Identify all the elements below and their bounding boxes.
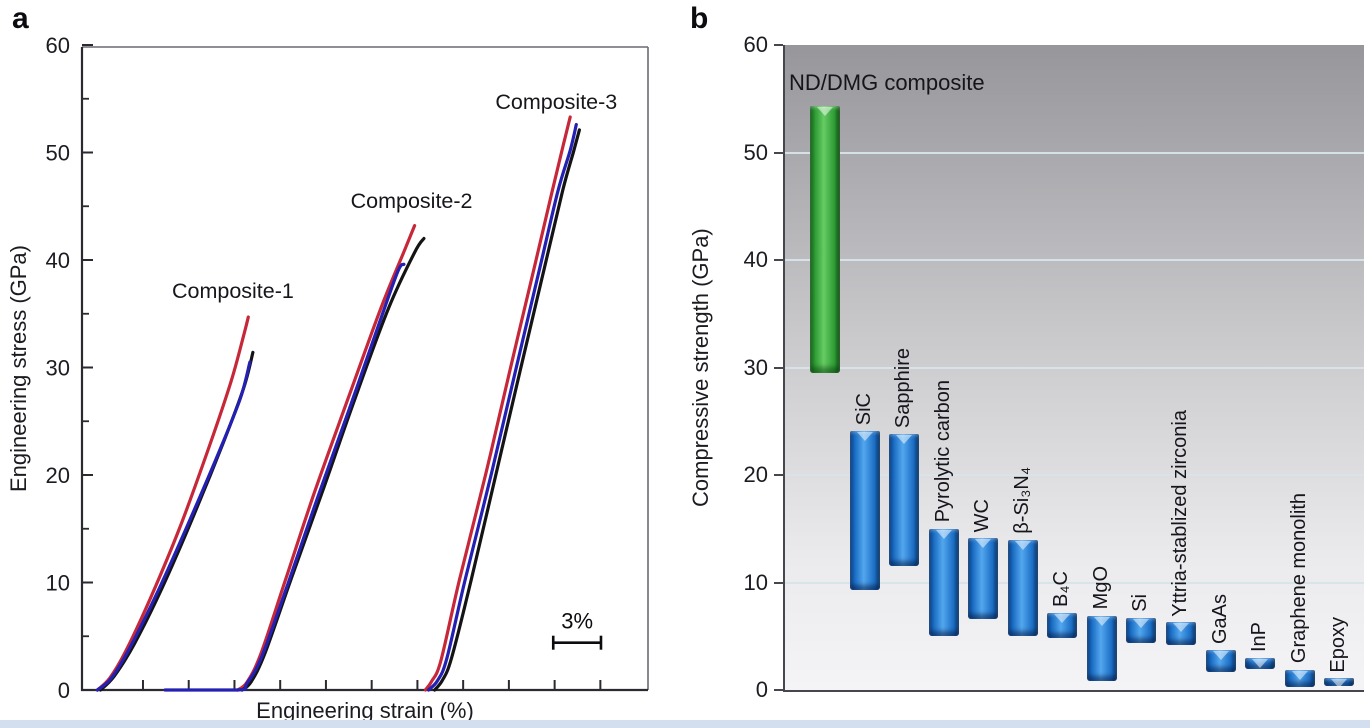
- panel-a-x-axis-label: Engineering strain (%): [256, 698, 474, 723]
- bar-label-gaas: GaAs: [1208, 594, 1231, 645]
- bar-graphene-monolith: [1284, 669, 1315, 687]
- bar-yttria-stablized-zirconia: [1165, 622, 1196, 645]
- gridline-20: [785, 474, 1364, 476]
- bar-label-sic: SiC: [852, 392, 875, 425]
- panel-a-y-tick-label: 50: [46, 141, 70, 166]
- bar-label-pyrolytic-carbon: Pyrolytic carbon: [931, 380, 954, 523]
- panel-b-y-tick-label: 50: [743, 139, 768, 165]
- panel-b-y-tick-label: 20: [743, 462, 768, 487]
- gridline-40: [785, 259, 1364, 261]
- curve-composite-2-black: [240, 236, 426, 692]
- bar-top-cap: [935, 529, 952, 539]
- bar-label-graphene-monolith: Graphene monolith: [1287, 493, 1310, 664]
- panel-a-y-tick-label: 20: [46, 463, 70, 488]
- bar-nd-dmg-composite: [810, 106, 840, 373]
- curve-composite-1-blue: [95, 360, 252, 692]
- bar-gaas: [1205, 650, 1236, 672]
- bar-top-cap: [1252, 658, 1269, 668]
- bottom-edge-strip: [0, 720, 1370, 728]
- bar-top-cap: [1291, 670, 1308, 680]
- bar-top-cap: [817, 107, 833, 117]
- panel-a-y-tick-label: 0: [58, 678, 70, 703]
- panel-b-y-tick: [774, 689, 783, 691]
- panel-a-y-tick-label: 10: [46, 571, 70, 596]
- bar-label-wc: WC: [971, 499, 994, 533]
- panel-b-letter: b: [690, 2, 709, 35]
- bar-inp: [1245, 657, 1276, 669]
- bar-label-si: Si: [1129, 594, 1152, 612]
- annotation-composite-3: Composite-3: [495, 90, 617, 114]
- bar-sic: [849, 430, 880, 591]
- panel-a-plot: 0 10 20 30 40 50 60 3% Composite-1 Composite-2 Com…: [46, 33, 649, 703]
- bar-label-yttria-stablized-zirconia: Yttria-stablized zirconia: [1168, 409, 1191, 617]
- bar--si-n-: [1007, 539, 1038, 637]
- bar-top-cap: [1172, 623, 1189, 633]
- bar-si: [1126, 617, 1157, 643]
- bar-label-inp: InP: [1248, 621, 1271, 652]
- panel-b-y-tick: [774, 366, 783, 369]
- bar-label-epoxy: Epoxy: [1327, 616, 1350, 673]
- bar-top-cap: [856, 431, 873, 441]
- bar-top-cap: [1133, 618, 1150, 628]
- gridline-30: [785, 366, 1364, 369]
- bar-epoxy: [1324, 678, 1355, 689]
- panel-b-plot-area: ND/DMG composite SiC Sapphire Pyrolytic car…: [783, 45, 1364, 692]
- panel-b-y-tick-label: 10: [743, 569, 768, 595]
- panel-a-letter: a: [12, 2, 29, 35]
- annotation-composite-1: Composite-1: [172, 279, 294, 303]
- curve-composite-3-blue: [426, 122, 578, 692]
- bar-top-cap: [1014, 540, 1031, 550]
- bar-top-cap: [975, 539, 992, 549]
- bar-label-nd-dmg-composite: ND/DMG composite: [789, 70, 985, 96]
- panel-b-y-tick: [774, 474, 783, 476]
- bar-top-cap: [1054, 613, 1071, 623]
- bar-label-mgo: MgO: [1089, 566, 1112, 610]
- bar-pyrolytic-carbon: [928, 528, 959, 637]
- panel-b-y-tick-label: 60: [743, 32, 768, 57]
- panel-b-y-tick: [774, 151, 783, 154]
- bar-label-b-c: B₄C: [1050, 570, 1073, 607]
- panel-b-y-tick: [774, 259, 783, 261]
- bar-label--si-n-: β-Si₃N₄: [1010, 466, 1033, 534]
- bar-sapphire: [889, 434, 920, 567]
- annotation-composite-2: Composite-2: [351, 189, 473, 213]
- curve-composite-2-blue: [163, 262, 406, 692]
- panel-b-y-tick-label: 30: [743, 354, 768, 380]
- bar-wc: [968, 538, 999, 620]
- bar-label-sapphire: Sapphire: [892, 348, 915, 429]
- gridline-50: [785, 151, 1364, 154]
- gridline-10: [785, 581, 1364, 584]
- bar-b-c: [1047, 612, 1078, 639]
- scale-bar-label: 3%: [561, 609, 593, 634]
- bar-top-cap: [1212, 651, 1229, 661]
- curve-composite-3-red: [423, 115, 572, 692]
- bar-top-cap: [1331, 679, 1348, 689]
- bar-top-cap: [896, 435, 913, 445]
- panel-b-y-tick-label: 0: [755, 677, 768, 702]
- panel-a-y-tick-label: 40: [46, 248, 70, 273]
- panel-a-y-tick-label: 60: [46, 33, 70, 58]
- bar-top-cap: [1093, 616, 1110, 626]
- panel-b-y-tick-label: 40: [743, 247, 768, 272]
- panel-b-y-tick: [774, 581, 783, 584]
- panel-b-y-tick: [774, 44, 783, 46]
- curve-composite-3-black: [433, 128, 581, 692]
- bar-mgo: [1086, 615, 1117, 682]
- panel-a-y-tick-label: 30: [46, 356, 70, 381]
